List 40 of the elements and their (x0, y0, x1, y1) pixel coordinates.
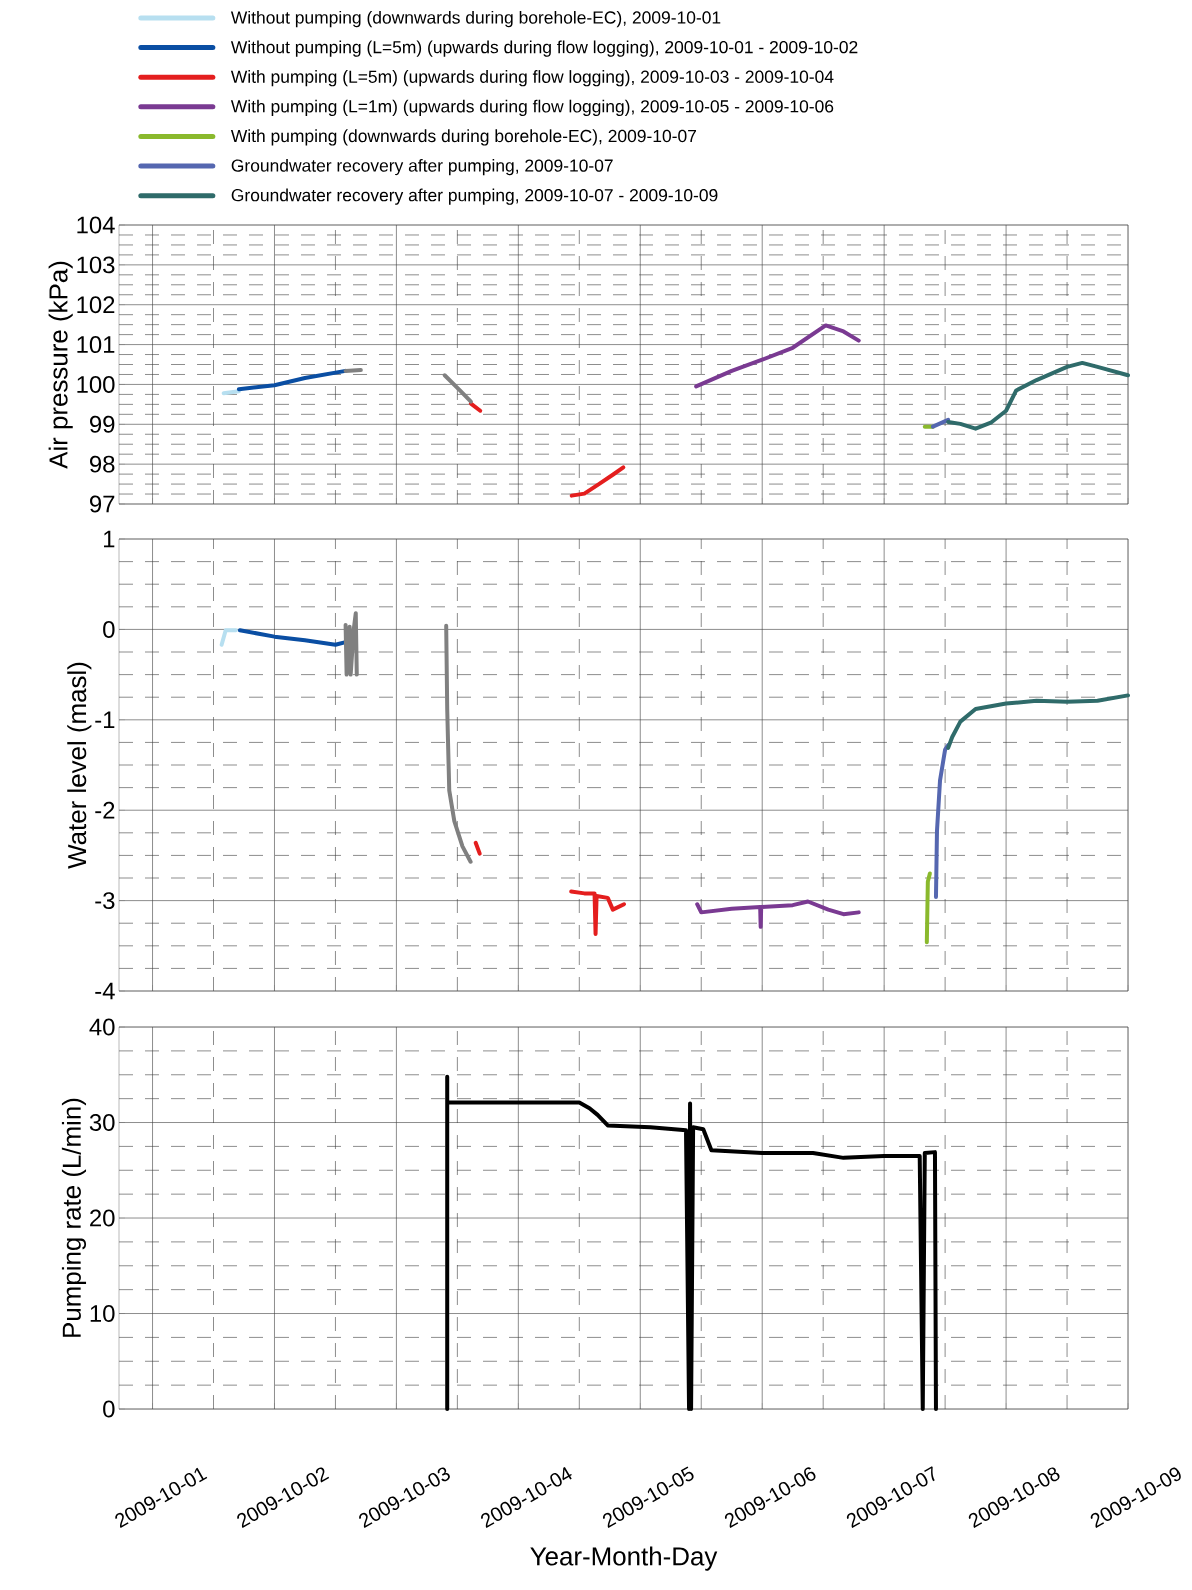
legend-label: Without pumping (downwards during borehole-EC), 2009-10-01 (230, 10, 721, 28)
y-tick-label: 10 (90, 1305, 115, 1322)
y-tick-label: 97 (90, 495, 115, 513)
line-series (569, 465, 626, 498)
legend-label: Groundwater recovery after pumping, 2009-10-07 - 2009-10-09 (231, 188, 718, 205)
y-tick-label: 104 (77, 216, 115, 234)
y-tick-label: 103 (77, 256, 115, 274)
line-series (444, 623, 473, 864)
line-series (445, 1074, 938, 1412)
y-tick-label: -2 (95, 801, 115, 819)
legend-label: Without pumping (L=5m) (upwards during flow logging), 2009-10-01 - 2009-10-02 (230, 40, 858, 57)
x-axis-title: Year-Month-Day (530, 1546, 718, 1571)
y-tick-label: 40 (89, 1018, 115, 1036)
y-tick-label: -3 (95, 892, 115, 910)
y-tick-label: 99 (90, 415, 115, 433)
legend-label: Groundwater recovery after pumping, 2009-10-07 (231, 158, 613, 176)
line-series (694, 323, 861, 389)
legend-label: With pumping (L=5m) (upwards during flow logging), 2009-10-03 - 2009-10-04 (230, 70, 834, 87)
y-tick-label: 0 (103, 620, 115, 638)
y-tick-label: 0 (103, 1400, 115, 1418)
line-series (569, 889, 627, 937)
y-axis-title: Water level (masl) (67, 662, 92, 869)
line-series (695, 899, 861, 929)
y-axis-title: Pumping rate (L/min) (61, 1098, 87, 1337)
line-series (946, 360, 1131, 431)
y-tick-label: -4 (95, 982, 115, 1000)
y-tick-label: -1 (95, 711, 115, 729)
y-tick-label: 101 (77, 336, 115, 354)
y-tick-label: 98 (90, 455, 115, 473)
y-tick-label: 20 (90, 1209, 115, 1227)
line-series (946, 693, 1131, 750)
y-tick-label: 30 (89, 1114, 115, 1131)
y-tick-label: 100 (77, 375, 115, 393)
legend-label: With pumping (downwards during borehole-EC), 2009-10-07 (230, 129, 697, 146)
line-series (933, 743, 951, 899)
y-axis-title: Air pressure (kPa) (48, 261, 73, 469)
line-series (343, 611, 359, 677)
legend-label: With pumping (L=1m) (upwards during flow logging), 2009-10-05 - 2009-10-06 (230, 99, 834, 116)
y-tick-label: 1 (104, 530, 115, 548)
y-tick-label: 102 (77, 296, 115, 314)
